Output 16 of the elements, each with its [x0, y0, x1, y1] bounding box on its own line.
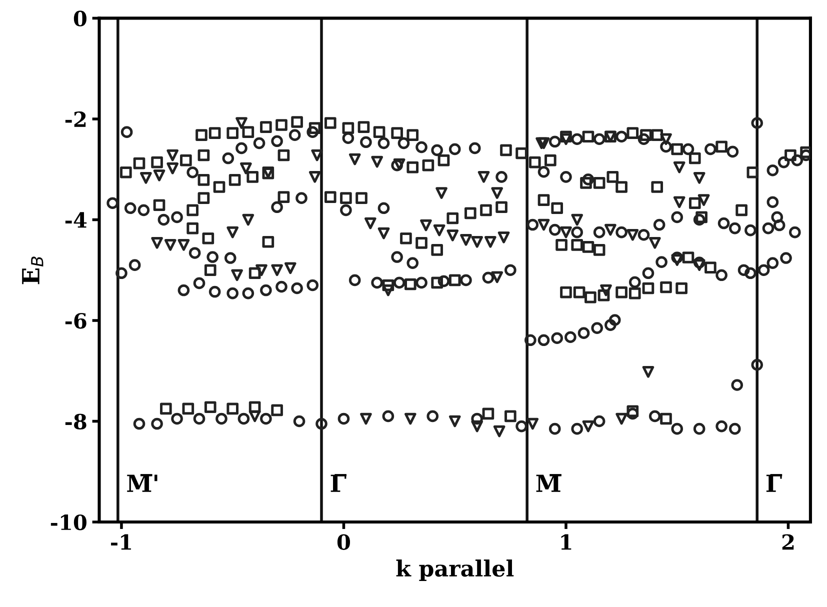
y-axis-title: E$_{B}$: [22, 256, 44, 284]
y-tick-label: -4: [65, 212, 87, 228]
x-tick-label: 1: [561, 534, 572, 550]
y-tick-label: -8: [65, 414, 86, 430]
x-tick-label: 2: [782, 534, 794, 550]
x-tick-label: 0: [337, 534, 350, 550]
ref-line-label: M̅: [536, 474, 562, 492]
y-tick-label: -6: [65, 312, 86, 329]
y-tick-label: -2: [65, 111, 86, 127]
x-tick-label: -1: [111, 534, 131, 550]
y-tick-label: -10: [50, 514, 86, 530]
ref-line-label: Γ̅: [766, 474, 782, 492]
ref-line-label: Γ̅: [330, 474, 346, 492]
x-axis-title: k parallel: [396, 560, 514, 582]
y-tick-label: 0: [74, 10, 86, 26]
ref-line-label: M̅': [127, 474, 158, 492]
